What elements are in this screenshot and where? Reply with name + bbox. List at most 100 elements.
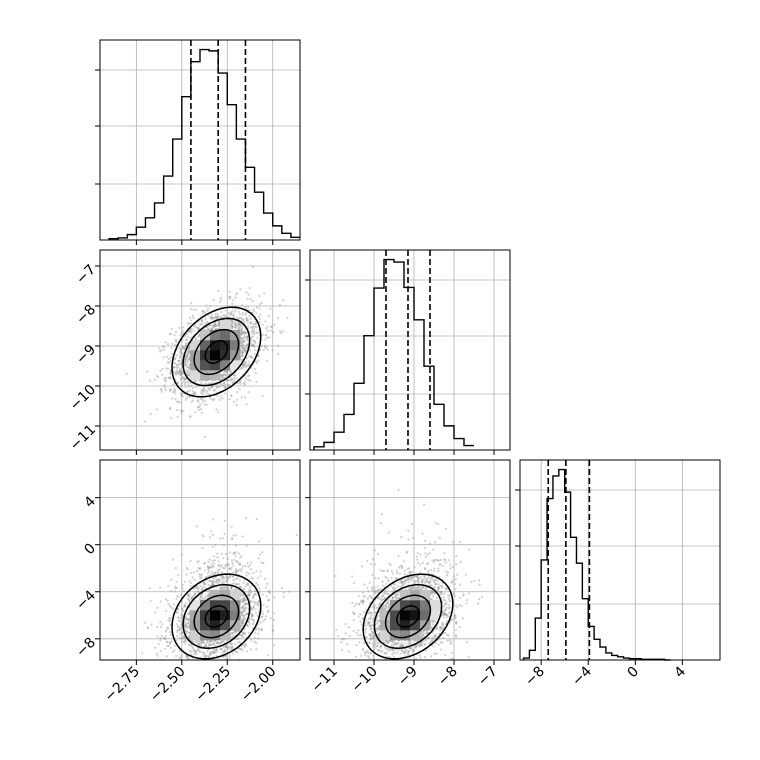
scatter-point [231, 663, 233, 665]
scatter-point [230, 642, 233, 645]
scatter-point [250, 618, 253, 621]
scatter-point [240, 358, 243, 362]
scatter-point [215, 581, 218, 584]
scatter-point [260, 345, 263, 348]
scatter-point [236, 651, 239, 654]
scatter-point [209, 574, 213, 577]
scatter-point [219, 647, 223, 651]
scatter-point [286, 316, 289, 319]
scatter-point [234, 323, 237, 326]
scatter-point [189, 559, 192, 563]
density-cell [200, 370, 211, 381]
scatter-point [160, 387, 163, 390]
scatter-point [193, 595, 196, 598]
scatter-point [222, 544, 225, 547]
scatter-point [156, 654, 159, 657]
scatter-point [209, 316, 212, 319]
scatter-point [244, 617, 247, 620]
x-tick-label: 4 [672, 663, 690, 681]
scatter-point [177, 371, 180, 374]
scatter-point [233, 310, 237, 313]
scatter-point [232, 315, 235, 319]
scatter-point [194, 393, 197, 396]
scatter-point [243, 598, 246, 601]
scatter-point [154, 611, 157, 614]
scatter-point [454, 587, 457, 590]
scatter-point [243, 335, 247, 338]
scatter-point [227, 646, 230, 649]
scatter-point [252, 614, 255, 617]
density-cell [200, 610, 211, 621]
scatter-point [453, 614, 456, 617]
scatter-point [222, 557, 225, 560]
scatter-point [223, 383, 227, 386]
scatter-point [249, 298, 252, 301]
scatter-point [186, 365, 189, 368]
scatter-point [243, 363, 247, 366]
scatter-point [247, 293, 250, 296]
scatter-point [265, 605, 269, 608]
contour-line [171, 573, 262, 660]
scatter-point [186, 625, 189, 629]
scatter-point [179, 409, 183, 412]
scatter-point [213, 571, 216, 575]
scatter-point [378, 645, 381, 648]
scatter-point [224, 579, 227, 583]
scatter-point [230, 324, 234, 327]
scatter-point [190, 597, 194, 600]
scatter-point [240, 396, 243, 399]
scatter-point [181, 381, 184, 385]
scatter-point [183, 357, 187, 360]
scatter-point [169, 633, 173, 636]
scatter-point [212, 579, 216, 582]
scatter-point [176, 400, 179, 403]
scatter-point [252, 600, 256, 603]
scatter-point [246, 562, 249, 565]
scatter-point [187, 595, 190, 599]
scatter-point [244, 332, 247, 335]
scatter-point [210, 571, 214, 574]
scatter-point [177, 625, 180, 628]
scatter-point [177, 574, 180, 577]
scatter-point [259, 313, 262, 316]
scatter-point [247, 565, 250, 568]
scatter-point [411, 536, 414, 539]
scatter-point [174, 373, 177, 376]
scatter-point [257, 359, 260, 362]
scatter-point [210, 583, 214, 587]
scatter-point [202, 581, 205, 584]
scatter-point [243, 597, 246, 601]
scatter-point [242, 351, 245, 354]
scatter-point [261, 395, 264, 398]
scatter-point [211, 642, 215, 645]
scatter-point [187, 366, 190, 369]
scatter-point [162, 345, 165, 349]
scatter-point [228, 379, 231, 382]
scatter-point [242, 348, 245, 351]
scatter-point [163, 379, 166, 382]
scatter-point [178, 628, 181, 632]
scatter-point [211, 559, 214, 563]
scatter-point [205, 645, 208, 648]
scatter-point [184, 679, 186, 681]
scatter-point [195, 650, 198, 653]
scatter-point [187, 380, 191, 383]
scatter-point [219, 578, 223, 581]
scatter-point [202, 309, 205, 313]
scatter-point [244, 361, 247, 364]
scatter-point [382, 569, 386, 573]
scatter-point [458, 604, 461, 607]
scatter-point [207, 575, 210, 578]
scatter-point [250, 577, 253, 580]
scatter-point [230, 321, 233, 324]
scatter-point [194, 650, 197, 654]
scatter-point [260, 301, 263, 304]
scatter-point [190, 330, 193, 333]
y-tick-label: 0 [81, 540, 99, 558]
x-tick-label: −2.00 [238, 664, 280, 706]
scatter-point [242, 618, 245, 621]
scatter-point [213, 651, 216, 654]
scatter-point [229, 295, 232, 298]
scatter-point [195, 652, 198, 656]
scatter-point [215, 384, 218, 387]
